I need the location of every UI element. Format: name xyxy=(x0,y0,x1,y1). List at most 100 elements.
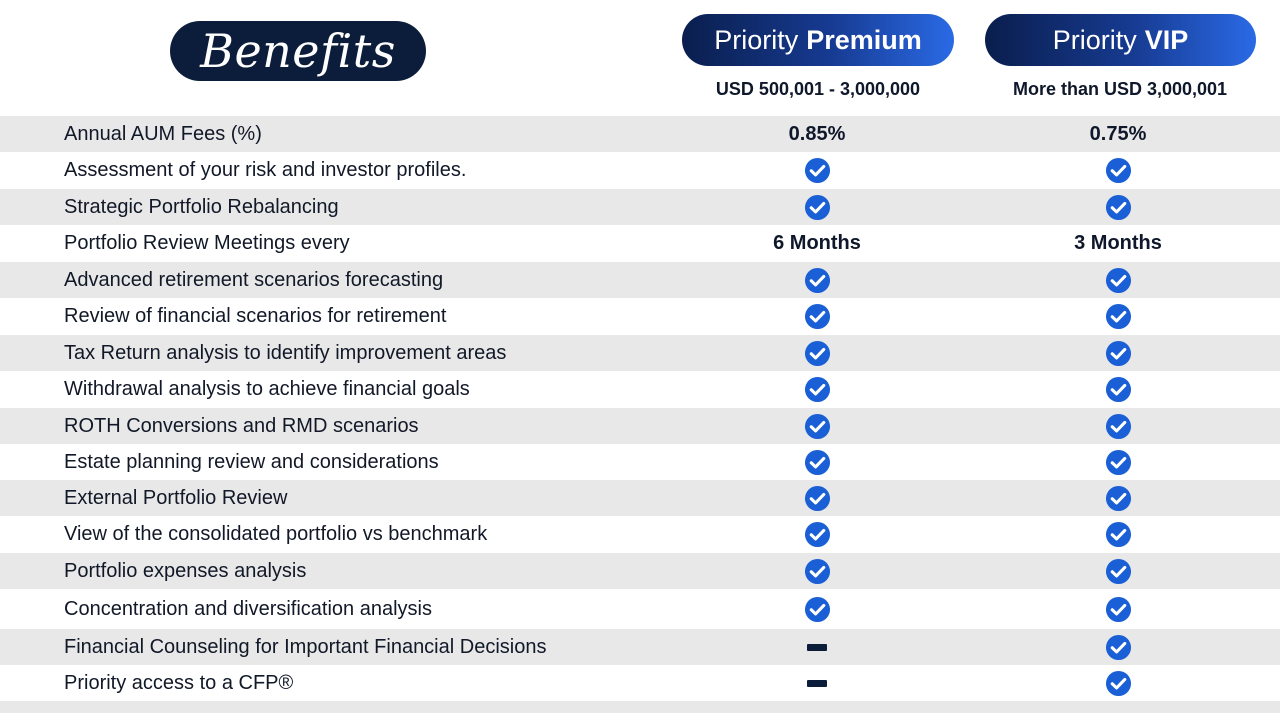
premium-cell: 6 Months xyxy=(717,225,917,262)
cell-value: 3 Months xyxy=(1074,232,1162,254)
benefit-label: Annual AUM Fees (%) xyxy=(64,122,262,145)
table-footer-band xyxy=(0,701,1280,713)
check-circle-icon xyxy=(804,267,830,293)
premium-cell xyxy=(717,480,917,516)
vip-cell xyxy=(1018,516,1218,553)
plan-name-prefix: Priority xyxy=(1052,24,1137,55)
check-circle-icon xyxy=(804,376,830,403)
premium-cell xyxy=(717,444,917,480)
check-circle-icon xyxy=(1105,340,1131,366)
benefit-label: Review of financial scenarios for retire… xyxy=(64,305,447,327)
premium-cell xyxy=(717,553,917,589)
benefit-label: Advanced retirement scenarios forecastin… xyxy=(64,268,444,291)
benefit-label: Portfolio Review Meetings every xyxy=(64,232,350,254)
table-row: External Portfolio Review xyxy=(0,480,1280,516)
check-circle-icon xyxy=(1105,267,1131,293)
plan-range-vip: More than USD 3,000,001 xyxy=(1012,79,1228,99)
benefit-label: Concentration and diversification analys… xyxy=(64,597,432,620)
check-circle-icon xyxy=(804,340,830,366)
table-row: View of the consolidated portfolio vs be… xyxy=(0,516,1280,553)
check-circle-icon xyxy=(1105,194,1131,220)
vip-cell xyxy=(1018,665,1218,701)
benefits-title: Benefits xyxy=(200,24,396,78)
plan-name-prefix: Priority xyxy=(714,24,799,55)
benefit-label: External Portfolio Review xyxy=(64,486,288,509)
premium-cell xyxy=(717,298,917,335)
check-circle-icon xyxy=(804,558,830,584)
vip-cell xyxy=(1018,553,1218,589)
premium-cell xyxy=(717,262,917,298)
check-circle-icon xyxy=(804,485,830,511)
benefits-table: Annual AUM Fees (%) 0.85% 0.75% Assessment … xyxy=(0,116,1280,713)
check-circle-icon xyxy=(1105,485,1131,511)
check-circle-icon xyxy=(804,596,830,622)
premium-cell xyxy=(717,371,917,408)
plan-header-vip: Priority VIP xyxy=(985,14,1256,66)
check-circle-icon xyxy=(1105,558,1131,584)
benefit-label: Priority access to a CFP® xyxy=(64,671,294,694)
premium-cell xyxy=(717,589,917,629)
benefit-label: Tax Return analysis to identify improvem… xyxy=(64,341,507,364)
check-circle-icon xyxy=(804,449,830,475)
vip-cell xyxy=(1018,371,1218,408)
benefit-label: Strategic Portfolio Rebalancing xyxy=(64,195,339,218)
premium-cell xyxy=(717,335,917,371)
table-row: Concentration and diversification analys… xyxy=(0,589,1280,629)
table-row: Estate planning review and consideration… xyxy=(0,444,1280,480)
check-circle-icon xyxy=(804,303,830,330)
check-circle-icon xyxy=(1105,634,1131,660)
benefit-label: Portfolio expenses analysis xyxy=(64,559,307,582)
vip-cell xyxy=(1018,298,1218,335)
vip-cell xyxy=(1018,629,1218,665)
vip-cell: 0.75% xyxy=(1018,116,1218,152)
check-circle-icon xyxy=(804,157,830,184)
table-row: Advanced retirement scenarios forecastin… xyxy=(0,262,1280,298)
check-circle-icon xyxy=(804,413,830,439)
table-row: Tax Return analysis to identify improvem… xyxy=(0,335,1280,371)
table-row: Priority access to a CFP® xyxy=(0,665,1280,701)
vip-cell xyxy=(1018,444,1218,480)
plan-name-strong: VIP xyxy=(1144,24,1189,55)
premium-cell xyxy=(717,408,917,444)
check-circle-icon xyxy=(1105,521,1131,548)
table-row: Portfolio expenses analysis xyxy=(0,553,1280,589)
premium-cell xyxy=(717,152,917,189)
benefit-label: Estate planning review and consideration… xyxy=(64,450,439,473)
table-row: ROTH Conversions and RMD scenarios xyxy=(0,408,1280,444)
vip-cell xyxy=(1018,189,1218,225)
plan-header-premium: Priority Premium xyxy=(682,14,954,66)
check-circle-icon xyxy=(1105,157,1131,184)
plan-range-premium: USD 500,001 - 3,000,000 xyxy=(715,79,921,99)
check-circle-icon xyxy=(1105,449,1131,475)
table-row: Portfolio Review Meetings every 6 Months 3… xyxy=(0,225,1280,262)
premium-cell xyxy=(717,189,917,225)
benefit-label: View of the consolidated portfolio vs be… xyxy=(64,523,488,545)
benefit-label: ROTH Conversions and RMD scenarios xyxy=(64,414,419,437)
benefits-title-pill: Benefits xyxy=(170,21,426,81)
premium-cell xyxy=(717,516,917,553)
check-circle-icon xyxy=(1105,670,1131,696)
table-row: Withdrawal analysis to achieve financial… xyxy=(0,371,1280,408)
benefit-label: Assessment of your risk and investor pro… xyxy=(64,159,467,181)
table-row: Assessment of your risk and investor pro… xyxy=(0,152,1280,189)
vip-cell: 3 Months xyxy=(1018,225,1218,262)
table-row: Annual AUM Fees (%) 0.85% 0.75% xyxy=(0,116,1280,152)
check-circle-icon xyxy=(1105,413,1131,439)
cell-value: 6 Months xyxy=(773,232,861,254)
vip-cell xyxy=(1018,480,1218,516)
check-circle-icon xyxy=(1105,376,1131,403)
cell-value: 0.75% xyxy=(1089,122,1147,145)
premium-cell: 0.85% xyxy=(717,116,917,152)
dash-icon xyxy=(807,643,827,651)
check-circle-icon xyxy=(1105,596,1131,622)
dash-icon xyxy=(807,679,827,687)
check-circle-icon xyxy=(804,194,830,220)
premium-cell xyxy=(717,665,917,701)
check-circle-icon xyxy=(804,521,830,548)
table-row: Strategic Portfolio Rebalancing xyxy=(0,189,1280,225)
check-circle-icon xyxy=(1105,303,1131,330)
table-row: Review of financial scenarios for retire… xyxy=(0,298,1280,335)
vip-cell xyxy=(1018,335,1218,371)
cell-value: 0.85% xyxy=(788,122,846,145)
vip-cell xyxy=(1018,589,1218,629)
